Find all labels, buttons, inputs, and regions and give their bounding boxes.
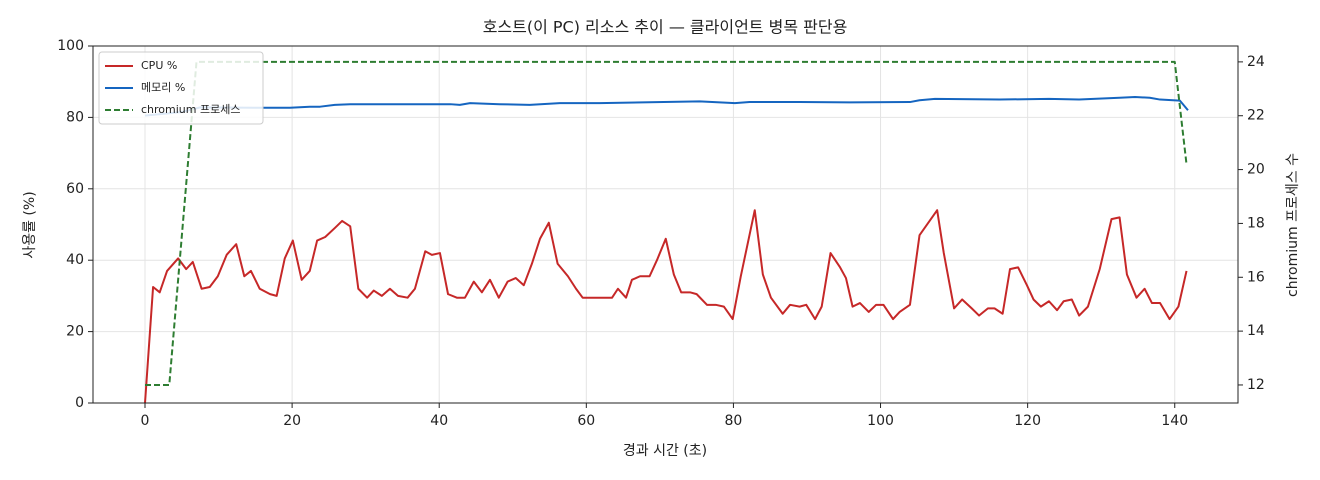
y2-tick-label: 18 [1247,215,1265,231]
legend-label: chromium 프로세스 [141,103,240,116]
y2-tick-label: 14 [1247,323,1265,339]
x-axis-label: 경과 시간 (초) [623,443,707,459]
y2-axis-label: chromium 프로세스 수 [1285,153,1301,297]
x-tick-label: 20 [283,413,301,429]
x-tick-label: 40 [430,413,448,429]
y-tick-label: 80 [66,109,84,125]
series-line [145,60,1188,386]
x-tick-label: 0 [141,413,150,429]
legend-box [98,51,264,125]
plot-frame [92,45,1239,404]
x-tick-label: 100 [867,413,894,429]
series-line [144,209,1188,404]
y2-tick-label: 16 [1247,269,1265,285]
y-tick-label: 20 [66,324,84,340]
y2-tick-label: 22 [1247,108,1265,124]
y-axis-label: 사용률 (%) [22,191,38,258]
y-tick-label: 60 [66,181,84,197]
legend-label: CPU % [141,59,177,72]
x-tick-label: 120 [1014,413,1041,429]
y-tick-label: 40 [66,252,84,268]
x-tick-label: 140 [1161,413,1188,429]
legend: CPU % 메모리 % chromium 프로세스 [98,51,264,125]
y-tick-label: 100 [57,38,84,54]
y2-tick-label: 20 [1247,162,1265,178]
x-tick-label: 80 [725,413,743,429]
y2-tick-label: 12 [1247,377,1265,393]
series-line [144,96,1189,117]
chart-title: 호스트(이 PC) 리소스 추이 — 클라이언트 병목 판단용 [483,18,848,37]
x-tick-label: 60 [577,413,595,429]
legend-label: 메모리 % [141,81,185,94]
y2-tick-label: 24 [1247,54,1265,70]
y-tick-label: 0 [75,395,84,411]
